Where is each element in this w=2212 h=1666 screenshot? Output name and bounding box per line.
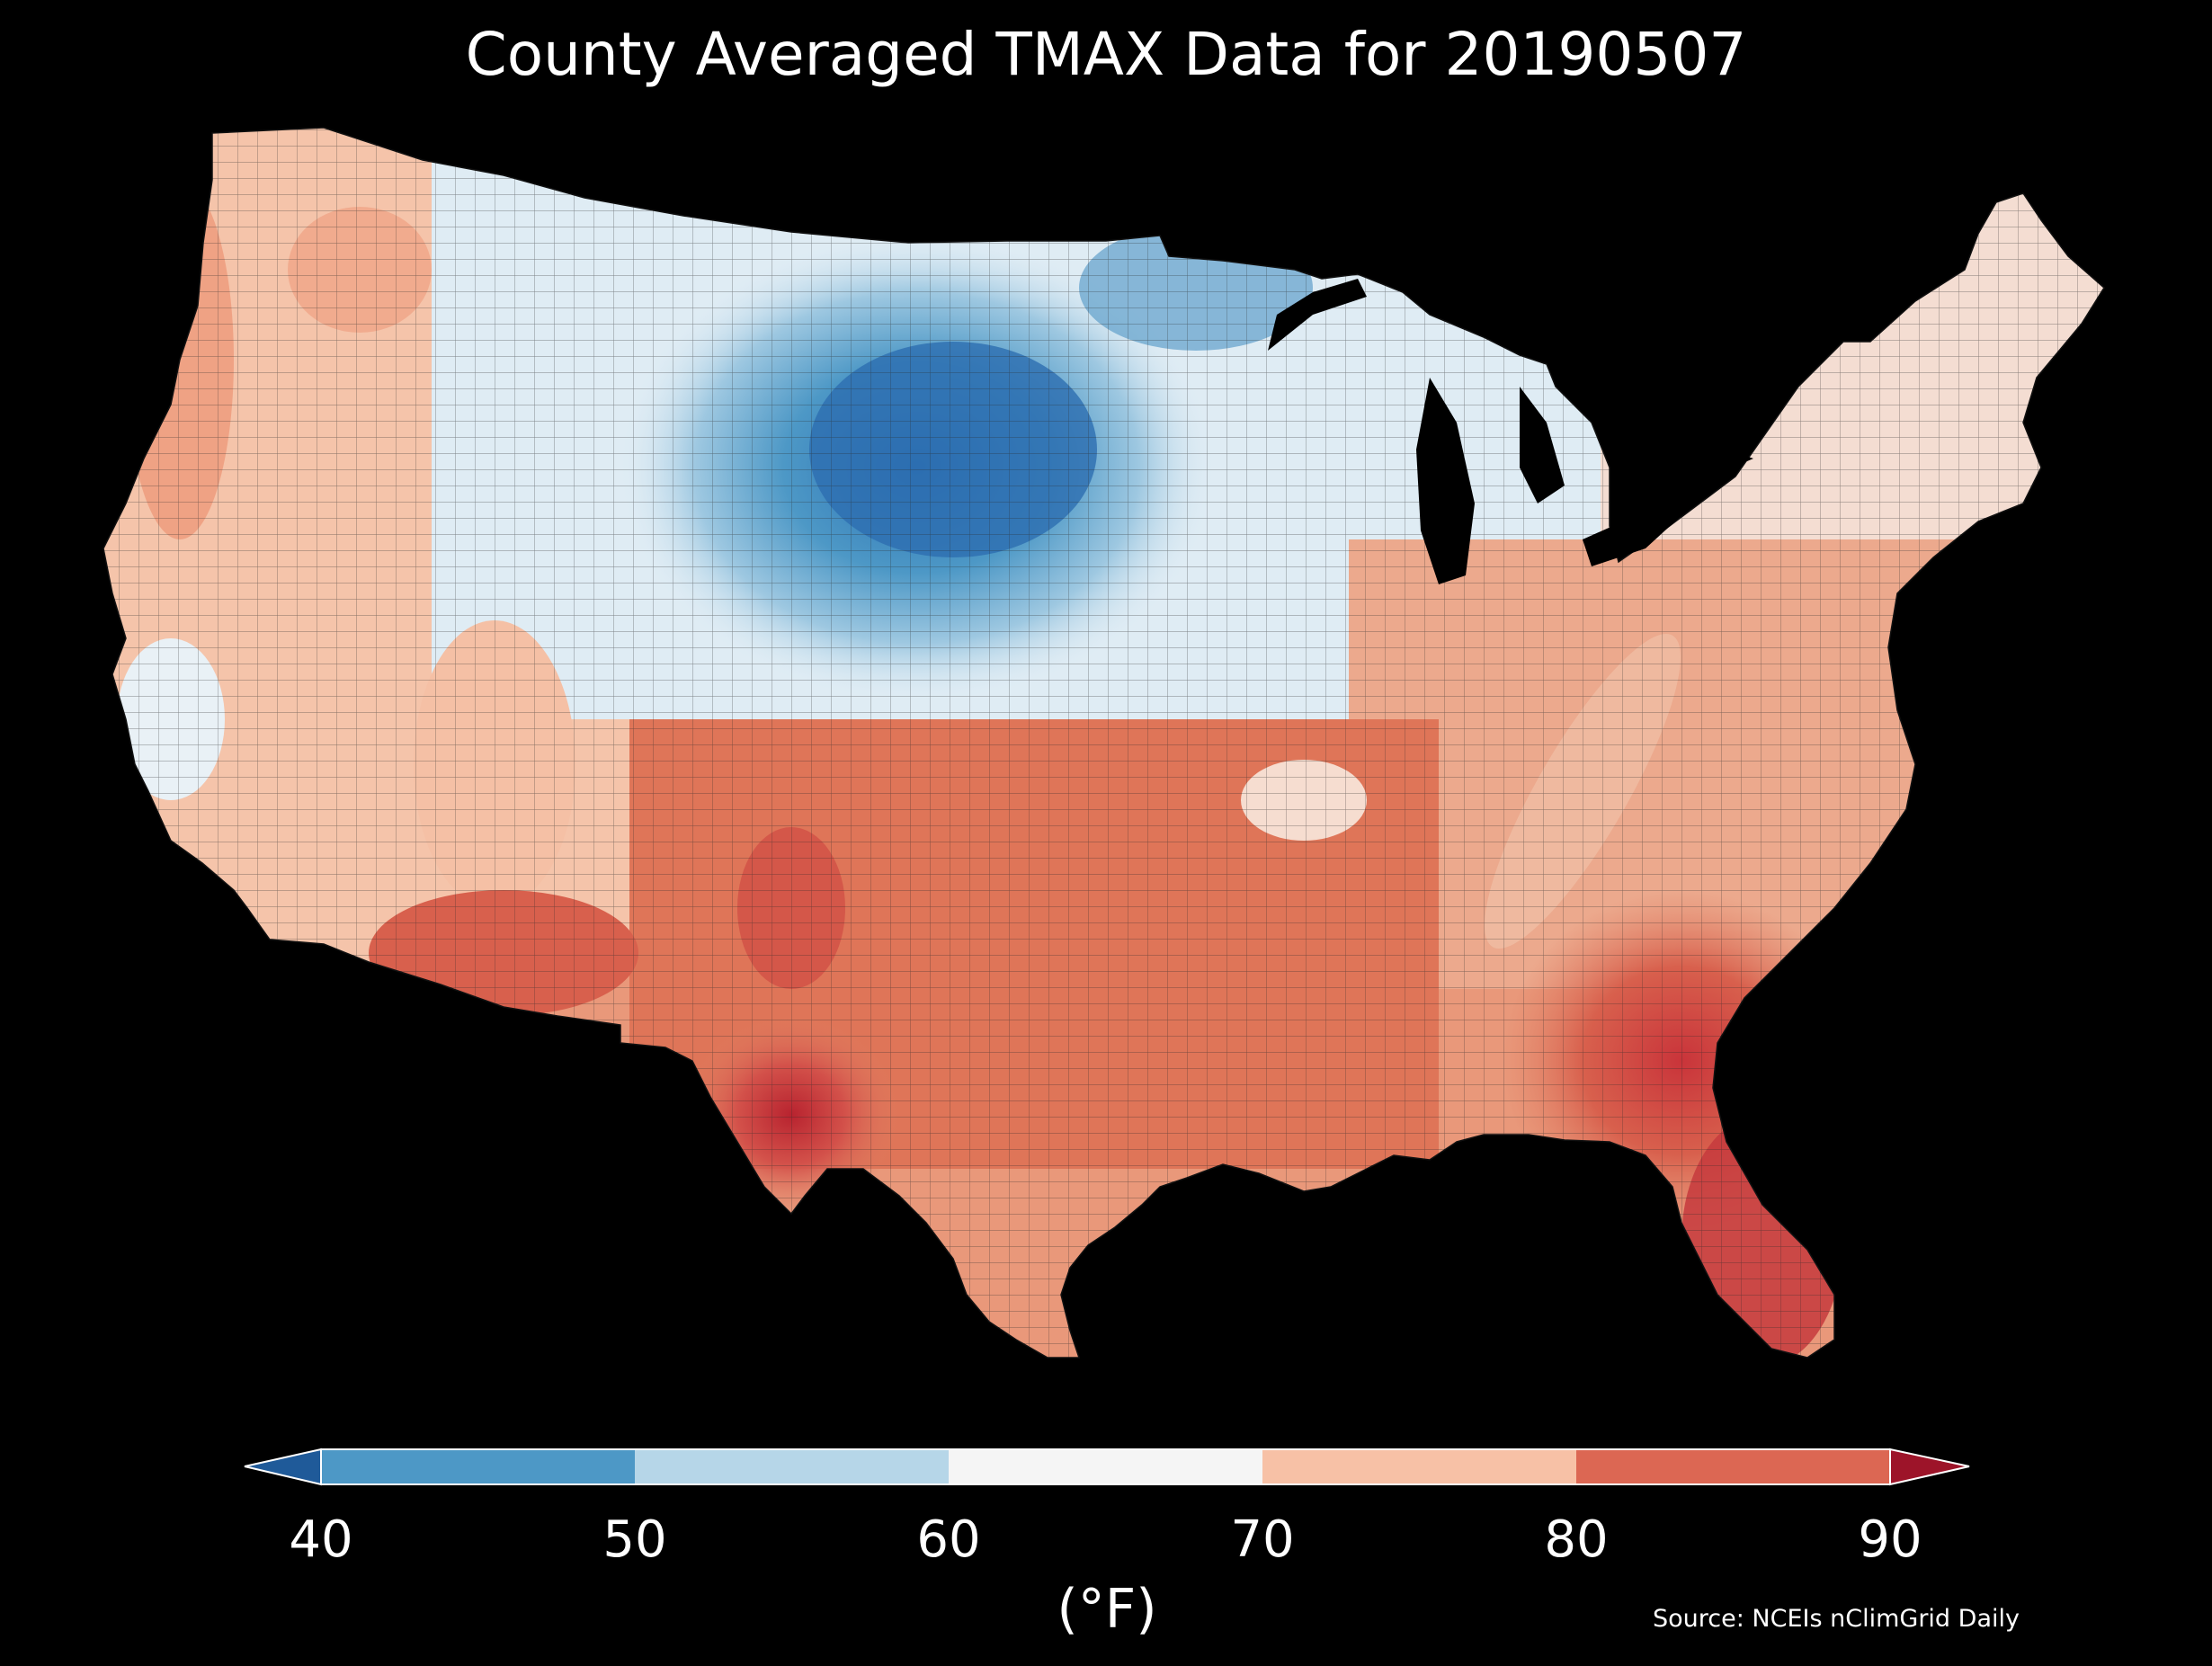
- us-outline: [103, 127, 2105, 1359]
- colorbar-tick-label: 50: [602, 1510, 667, 1569]
- colorbar-tick-label: 40: [289, 1510, 353, 1569]
- map-title: County Averaged TMAX Data for 20190507: [465, 20, 1747, 89]
- colorbar-tick-label: 70: [1230, 1510, 1295, 1569]
- colorbar-bin: [1576, 1449, 1890, 1484]
- colorbar-tick-label: 90: [1858, 1510, 1922, 1569]
- colorbar-unit-label: (°F): [1057, 1578, 1157, 1641]
- colorbar-under-extension: [244, 1448, 322, 1486]
- colorbar-bin: [1262, 1449, 1576, 1484]
- source-credit: Source: NCEIs nClimGrid Daily: [1653, 1605, 2020, 1633]
- great-lakes: [1268, 279, 1753, 584]
- colorbar-tick-label: 60: [916, 1510, 981, 1569]
- colorbar-tick-label: 80: [1544, 1510, 1609, 1569]
- colorbar-bin: [321, 1449, 635, 1484]
- colorbar-bin: [949, 1449, 1262, 1484]
- colorbar-bin: [635, 1449, 949, 1484]
- colorbar-over-extension: [1889, 1448, 1970, 1486]
- colorbar-frame: [320, 1448, 1891, 1485]
